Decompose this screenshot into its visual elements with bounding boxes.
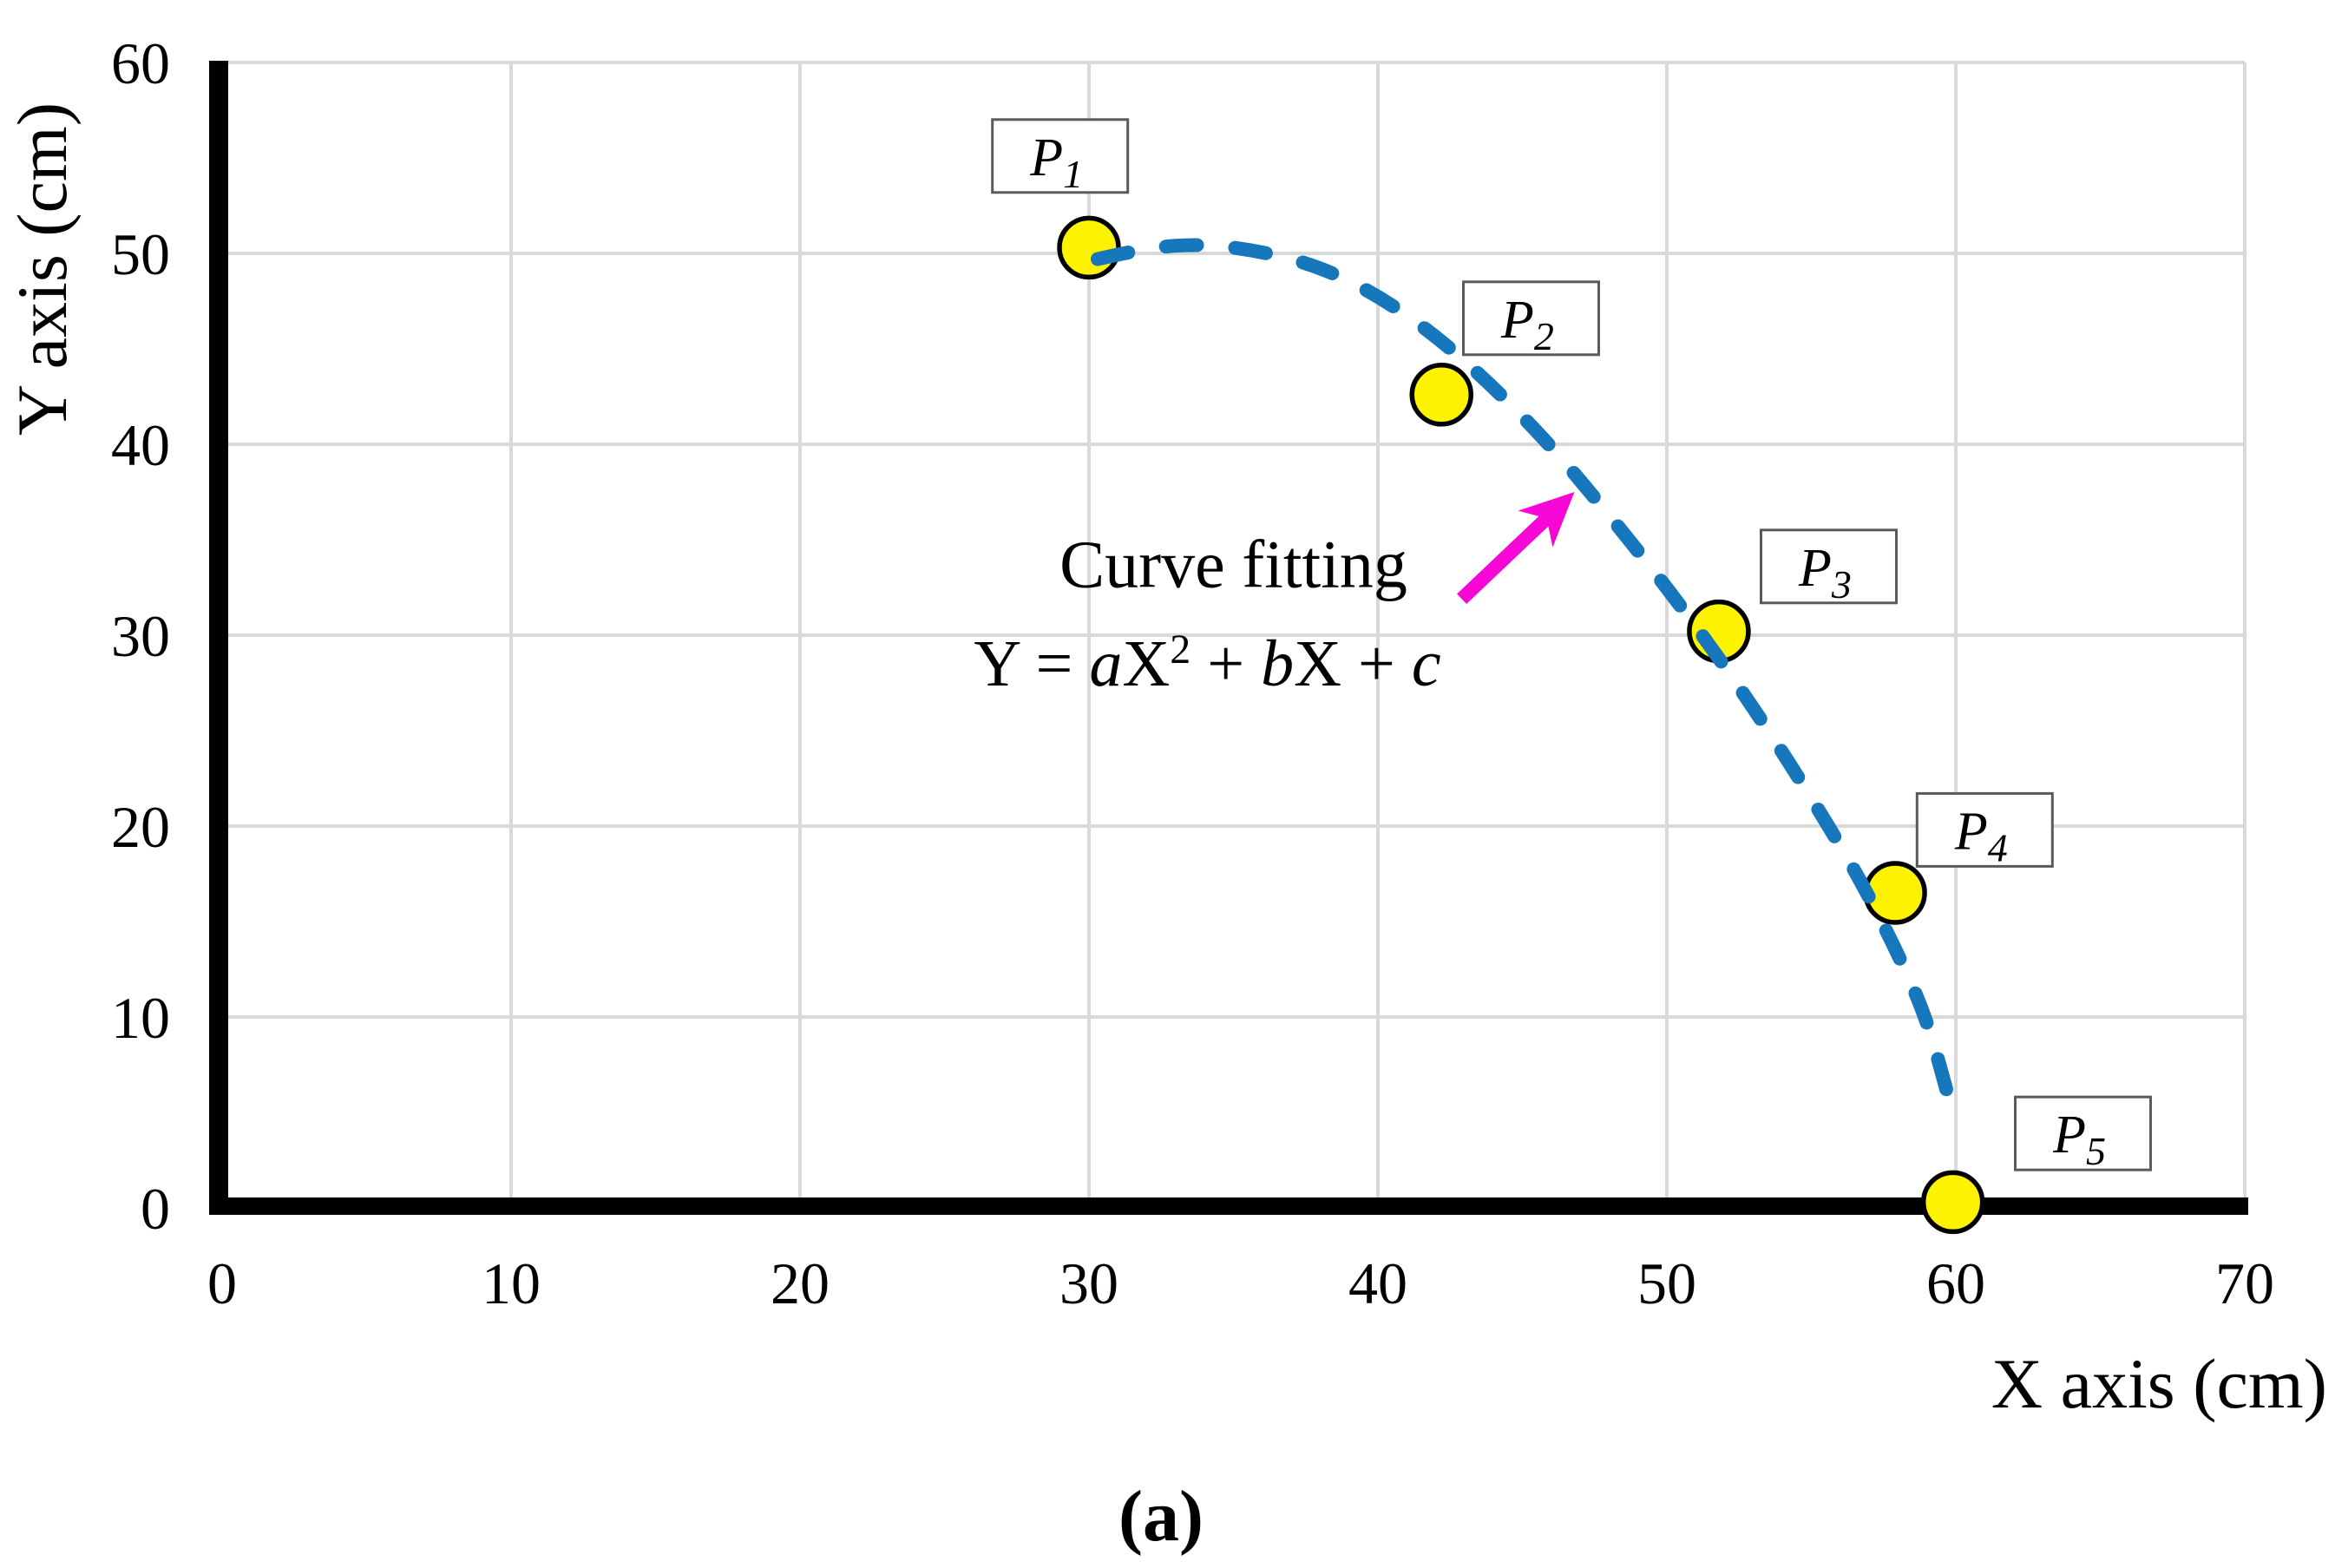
point-label-text-P4: P4 — [1954, 802, 2008, 869]
point-label-subscript: 3 — [1831, 562, 1852, 607]
axis-layer — [209, 61, 2248, 1215]
equation-part: a — [1089, 627, 1122, 700]
y-axis-line — [209, 61, 228, 1215]
y-axis-title: Y axis (cm) — [3, 102, 82, 436]
point-label-letter: P — [1798, 539, 1832, 598]
y-tick-label-10: 10 — [111, 985, 170, 1051]
point-label-box-P3 — [1759, 528, 1898, 605]
tick-layer: 0 10 20 30 40 50 60 70 0 10 20 30 40 50 60 — [111, 30, 2274, 1316]
point-label-box-P4 — [1915, 791, 2054, 868]
point-label-subscript: 1 — [1063, 152, 1083, 196]
annotation-equation: Y = aX2 + bX + c — [974, 627, 1440, 700]
equation-part: X — [1122, 627, 1170, 700]
point-label-letter: P — [1954, 802, 1988, 861]
annotation-arrow-shaft — [1457, 513, 1552, 605]
equation-part: + — [1341, 627, 1412, 700]
point-label-letter: P — [1029, 128, 1063, 187]
point-label-text-P5: P5 — [2052, 1105, 2106, 1173]
x-tick-label-60: 60 — [1926, 1250, 1985, 1316]
point-label-box-P5 — [2014, 1095, 2153, 1171]
x-tick-label-70: 70 — [2215, 1250, 2274, 1316]
grid-layer — [228, 61, 2246, 1197]
fit-curve-layer — [1090, 238, 1958, 1110]
x-tick-label-20: 20 — [771, 1250, 830, 1316]
x-axis-line — [209, 1197, 2248, 1215]
equation-part: 2 — [1170, 627, 1190, 672]
data-point-P1 — [1057, 215, 1121, 280]
equation-part: X — [1294, 627, 1341, 700]
data-points-layer — [1057, 215, 1985, 1235]
point-label-text-P1: P1 — [1029, 128, 1083, 196]
x-axis-title: X axis (cm) — [1991, 1344, 2327, 1423]
point-label-text-P3: P3 — [1798, 539, 1852, 607]
x-tick-label-0: 0 — [207, 1250, 237, 1316]
point-label-subscript: 2 — [1534, 314, 1554, 358]
y-tick-label-0: 0 — [141, 1176, 170, 1242]
y-tick-label-30: 30 — [111, 603, 170, 669]
x-tick-label-30: 30 — [1059, 1250, 1118, 1316]
figure-caption: (a) — [1118, 1476, 1204, 1557]
point-label-P1: P1 — [991, 118, 1130, 196]
equation-part: Y = — [974, 627, 1089, 700]
y-tick-label-40: 40 — [111, 412, 170, 478]
y-tick-label-20: 20 — [111, 794, 170, 860]
point-label-box-P2 — [1461, 280, 1600, 357]
x-tick-label-50: 50 — [1637, 1250, 1696, 1316]
point-label-P4: P4 — [1915, 791, 2054, 869]
equation-part: b — [1261, 627, 1294, 700]
data-point-P5 — [1920, 1170, 1985, 1235]
point-label-subscript: 5 — [2086, 1129, 2106, 1173]
point-label-text-P2: P2 — [1500, 291, 1554, 358]
point-label-P3: P3 — [1759, 528, 1898, 607]
y-tick-label-60: 60 — [111, 30, 170, 96]
point-label-letter: P — [1500, 291, 1534, 350]
point-label-P2: P2 — [1461, 280, 1600, 358]
point-label-letter: P — [2052, 1105, 2086, 1165]
x-tick-label-10: 10 — [482, 1250, 541, 1316]
point-label-P5: P5 — [2014, 1095, 2153, 1173]
point-label-subscript: 4 — [1988, 825, 2008, 869]
equation-part: + — [1190, 627, 1261, 700]
annotation-text: Curve fitting — [1059, 526, 1407, 601]
y-tick-label-50: 50 — [111, 221, 170, 287]
point-label-box-P1 — [991, 118, 1130, 194]
annotation-layer: Curve fitting Y = aX2 + bX + c — [974, 492, 1575, 700]
x-tick-label-40: 40 — [1348, 1250, 1407, 1316]
data-point-P2 — [1409, 363, 1474, 427]
fit-curve-dashed-line — [1090, 238, 1958, 1110]
equation-part: c — [1412, 627, 1441, 700]
annotation-arrow-head — [1518, 492, 1575, 548]
